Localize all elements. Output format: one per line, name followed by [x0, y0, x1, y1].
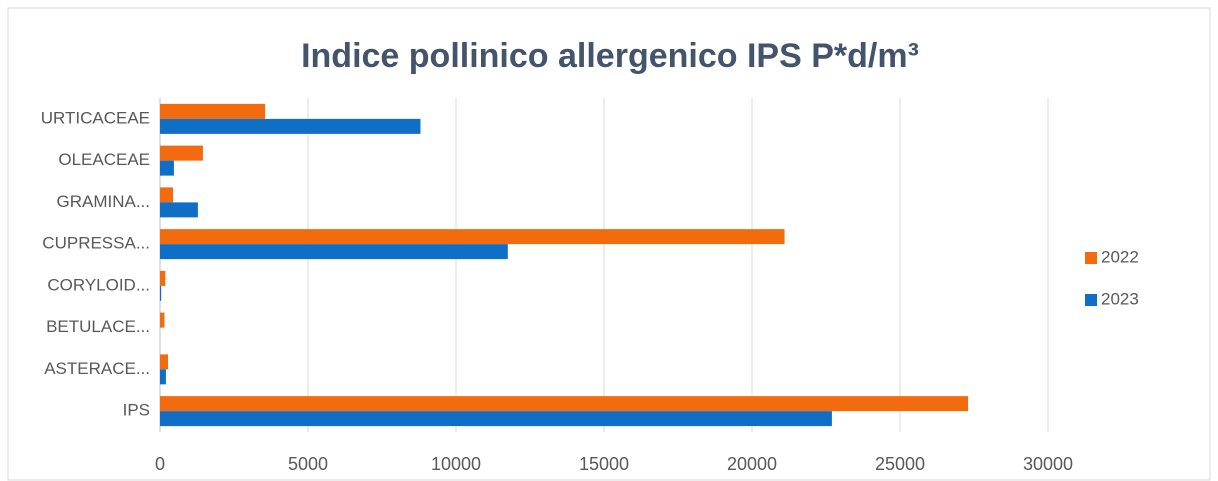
bar [160, 396, 969, 412]
x-tick-label: 20000 [727, 454, 777, 474]
bar [160, 285, 162, 301]
bar [160, 312, 165, 328]
bar [160, 160, 174, 176]
bar [160, 103, 266, 119]
y-tick-label: GRAMINA... [56, 192, 150, 211]
bar [160, 369, 166, 385]
x-tick-label: 0 [155, 454, 165, 474]
legend-label: 2023 [1101, 289, 1139, 308]
y-tick-label: URTICACEAE [41, 108, 150, 127]
y-tick-label: OLEACEAE [58, 150, 150, 169]
y-tick-label: ASTERACE... [44, 359, 150, 378]
bar [160, 187, 174, 203]
x-tick-label: 30000 [1023, 454, 1073, 474]
legend-swatch [1085, 252, 1097, 264]
y-tick-label: CUPRESSA... [42, 234, 150, 253]
y-tick-label: IPS [123, 401, 150, 420]
y-tick-label: CORYLOID... [47, 275, 150, 294]
x-tick-label: 15000 [579, 454, 629, 474]
bar [160, 229, 785, 245]
x-tick-label: 25000 [875, 454, 925, 474]
chart-title: Indice pollinico allergenico IPS P*d/m³ [301, 37, 919, 75]
bar [160, 118, 421, 134]
bar [160, 145, 203, 161]
bar [160, 411, 832, 427]
y-tick-label: BETULACE... [46, 317, 150, 336]
bar [160, 244, 508, 260]
bar [160, 354, 168, 370]
x-tick-label: 10000 [431, 454, 481, 474]
legend-label: 2022 [1101, 247, 1139, 266]
x-tick-label: 5000 [288, 454, 328, 474]
bar [160, 202, 198, 218]
bar [160, 270, 166, 286]
legend-swatch [1085, 294, 1097, 306]
